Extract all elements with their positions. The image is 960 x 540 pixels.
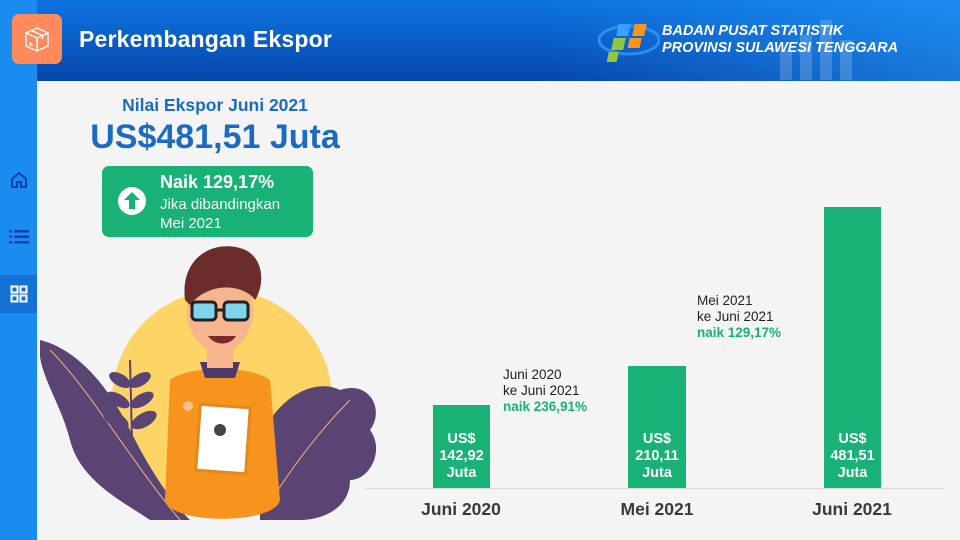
org-name-line1: BADAN PUSAT STATISTIK	[662, 23, 844, 39]
x-label-juni-2021: Juni 2021	[812, 499, 892, 519]
annotation-line2: ke Juni 2021	[503, 383, 580, 398]
chart-decoration-icon	[780, 20, 852, 80]
bar-value-prefix: US$	[838, 431, 867, 447]
page-title: Perkembangan Ekspor	[79, 26, 333, 52]
x-label-mei-2021: Mei 2021	[620, 499, 694, 519]
annotation-mtm: Mei 2021 ke Juni 2021 naik 129,17%	[697, 293, 781, 341]
organization-name: BADAN PUSAT STATISTIK PROVINSI SULAWESI …	[662, 23, 898, 57]
app-icon-badge	[12, 14, 62, 64]
list-icon	[8, 230, 29, 244]
annotation-line1: Mei 2021	[697, 293, 753, 308]
bar-value-prefix: US$	[642, 431, 672, 447]
change-badge: Naik 129,17% Jika dibandingkan Mei 2021	[102, 166, 313, 237]
annotation-change: naik 236,91%	[503, 399, 588, 414]
bar-value: 481,51	[830, 448, 875, 464]
org-name-line2: PROVINSI SULAWESI TENGGARA	[662, 40, 899, 56]
header-decoration	[540, 0, 960, 81]
person-with-tablet-illustration	[40, 246, 377, 521]
bps-logo-icon	[598, 24, 660, 62]
bar-value-unit: Juta	[837, 465, 868, 481]
sidebar-item-grid[interactable]	[0, 275, 37, 313]
summary-subtitle: Nilai Ekspor Juni 2021	[122, 95, 308, 115]
grid-icon	[10, 285, 27, 303]
export-value: US$481,51 Juta	[90, 118, 340, 156]
package-box-icon	[25, 27, 49, 52]
change-line1: Jika dibandingkan	[160, 196, 281, 213]
sidebar-item-home[interactable]	[0, 161, 37, 199]
change-line2: Mei 2021	[160, 215, 222, 232]
bar-juni-2021: US$ 481,51 Juta	[824, 207, 881, 488]
change-title: Naik 129,17%	[160, 172, 275, 192]
bar-juni-2020: US$ 142,92 Juta	[433, 405, 490, 488]
bar-value-prefix: US$	[447, 431, 476, 447]
sidebar	[0, 0, 37, 540]
sidebar-item-list[interactable]	[0, 218, 37, 256]
header-bar	[37, 0, 960, 81]
bar-value-unit: Juta	[446, 465, 477, 481]
annotation-line2: ke Juni 2021	[697, 309, 774, 324]
chart-axis-line	[365, 488, 945, 489]
bar-value-unit: Juta	[642, 465, 672, 481]
bar-value: 142,92	[439, 448, 484, 464]
annotation-yoy: Juni 2020 ke Juni 2021 naik 236,91%	[503, 367, 587, 415]
annotation-line1: Juni 2020	[503, 367, 562, 382]
annotation-change: naik 129,17%	[697, 325, 782, 340]
bar-value: 210,11	[635, 448, 679, 464]
bar-mei-2021: US$ 210,11 Juta	[628, 366, 686, 488]
x-label-juni-2020: Juni 2020	[421, 499, 501, 519]
change-description: Jika dibandingkan Mei 2021	[160, 195, 280, 233]
home-icon	[10, 172, 27, 188]
arrow-up-circle-icon	[118, 187, 146, 215]
